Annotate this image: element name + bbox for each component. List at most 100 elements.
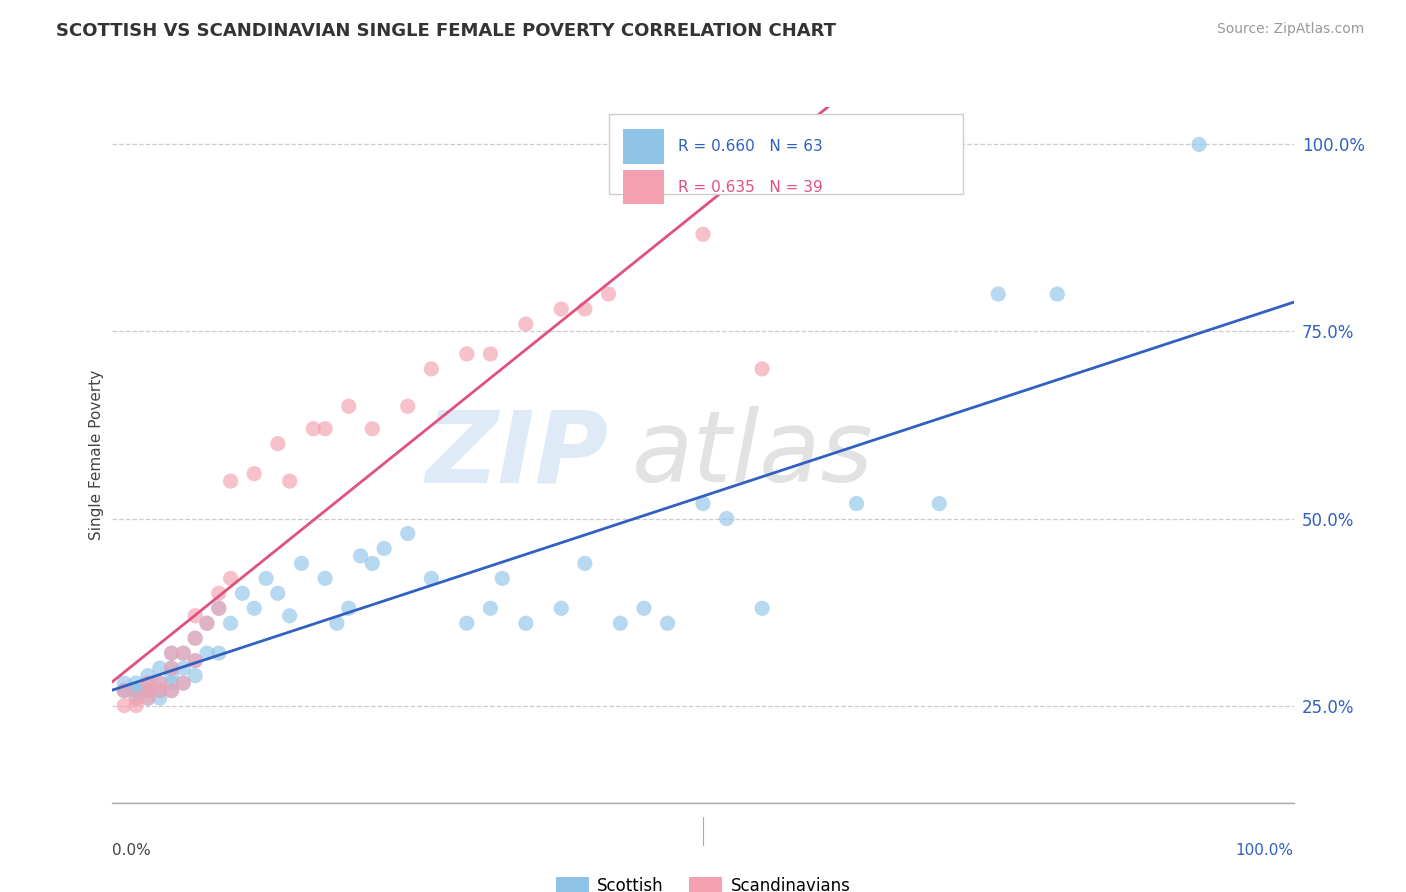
Point [361, 422, 384, 436]
Point [219, 474, 242, 488]
Point [515, 616, 537, 631]
Point [149, 683, 172, 698]
Point [337, 399, 360, 413]
Point [195, 616, 218, 631]
Point [184, 668, 207, 682]
Point [1046, 287, 1069, 301]
Point [598, 287, 620, 301]
Point [479, 347, 502, 361]
Point [361, 557, 384, 571]
Text: SCOTTISH VS SCANDINAVIAN SINGLE FEMALE POVERTY CORRELATION CHART: SCOTTISH VS SCANDINAVIAN SINGLE FEMALE P… [56, 22, 837, 40]
Point [314, 422, 336, 436]
Point [751, 601, 773, 615]
Point [302, 422, 325, 436]
Point [136, 676, 159, 690]
Point [987, 287, 1010, 301]
Y-axis label: Single Female Poverty: Single Female Poverty [89, 370, 104, 540]
Point [136, 676, 159, 690]
Point [396, 399, 419, 413]
Text: atlas: atlas [633, 407, 873, 503]
Point [172, 676, 194, 690]
Point [479, 601, 502, 615]
Text: ZIP: ZIP [426, 407, 609, 503]
Text: R = 0.660   N = 63: R = 0.660 N = 63 [678, 139, 823, 154]
Point [254, 571, 277, 585]
Text: R = 0.635   N = 39: R = 0.635 N = 39 [678, 179, 823, 194]
Point [845, 497, 868, 511]
Point [172, 646, 194, 660]
Point [184, 654, 207, 668]
Point [125, 676, 148, 690]
Point [160, 683, 183, 698]
Point [574, 557, 596, 571]
Point [267, 436, 290, 450]
Point [491, 571, 513, 585]
Point [692, 497, 714, 511]
Point [550, 601, 572, 615]
Point [112, 676, 135, 690]
Point [112, 683, 135, 698]
Point [160, 646, 183, 660]
Point [195, 616, 218, 631]
Point [149, 661, 172, 675]
Point [716, 511, 738, 525]
Point [751, 362, 773, 376]
Point [396, 526, 419, 541]
Point [314, 571, 336, 585]
Point [125, 683, 148, 698]
Point [609, 616, 631, 631]
Point [125, 683, 148, 698]
Point [208, 646, 231, 660]
Text: Source: ZipAtlas.com: Source: ZipAtlas.com [1216, 22, 1364, 37]
Point [172, 661, 194, 675]
Point [136, 691, 159, 706]
Point [184, 608, 207, 623]
Point [456, 347, 478, 361]
Point [219, 616, 242, 631]
Point [692, 227, 714, 242]
Point [149, 676, 172, 690]
Point [326, 616, 349, 631]
Point [125, 691, 148, 706]
Point [373, 541, 395, 556]
Bar [609, 114, 963, 194]
Point [231, 586, 253, 600]
Point [160, 661, 183, 675]
Point [136, 691, 159, 706]
Point [349, 549, 371, 563]
Point [515, 317, 537, 331]
Point [160, 676, 183, 690]
Point [290, 557, 312, 571]
Point [219, 571, 242, 585]
Point [125, 698, 148, 713]
Point [172, 646, 194, 660]
Point [160, 661, 183, 675]
Point [160, 683, 183, 698]
Point [136, 668, 159, 682]
Point [184, 631, 207, 645]
Point [420, 362, 443, 376]
Point [1188, 137, 1211, 152]
Point [136, 683, 159, 698]
Point [243, 601, 266, 615]
Point [112, 683, 135, 698]
Point [574, 301, 596, 316]
Point [928, 497, 950, 511]
Bar [623, 129, 664, 164]
Point [195, 646, 218, 660]
Text: 0.0%: 0.0% [112, 843, 152, 858]
Legend: Scottish, Scandinavians: Scottish, Scandinavians [548, 871, 858, 892]
Point [456, 616, 478, 631]
Point [160, 646, 183, 660]
Point [243, 467, 266, 481]
Point [633, 601, 655, 615]
Point [149, 683, 172, 698]
Point [172, 676, 194, 690]
Point [420, 571, 443, 585]
Bar [623, 169, 664, 204]
Point [657, 616, 679, 631]
Point [136, 683, 159, 698]
Point [184, 631, 207, 645]
Text: 100.0%: 100.0% [1236, 843, 1294, 858]
Point [160, 668, 183, 682]
